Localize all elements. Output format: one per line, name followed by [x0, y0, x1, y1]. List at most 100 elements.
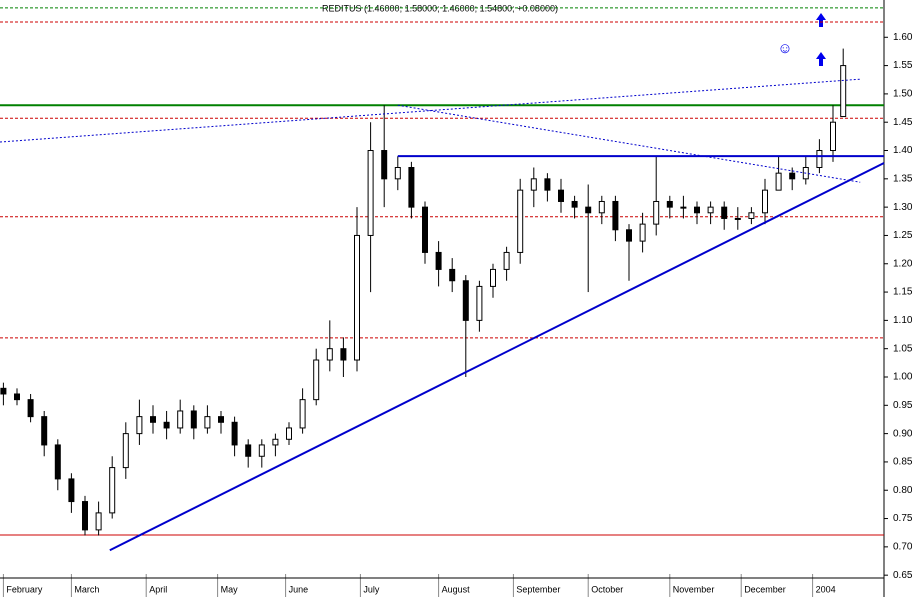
- y-tick-label: 0.85: [893, 457, 913, 468]
- y-tick-label: 1.05: [893, 343, 913, 354]
- candle-body: [530, 178, 537, 191]
- x-tick-label: 2004: [816, 584, 836, 594]
- candle-body: [122, 433, 129, 469]
- candle-body: [136, 416, 143, 435]
- candle-body: [0, 387, 7, 395]
- candle-body: [394, 167, 401, 180]
- candle-body: [367, 150, 374, 236]
- smiley: ☺: [777, 40, 792, 57]
- arrows: [816, 13, 826, 66]
- y-tick-label: 1.50: [893, 89, 913, 100]
- y-tick-label: 0.95: [893, 400, 913, 411]
- candle-body: [68, 478, 75, 503]
- y-tick-label: 1.10: [893, 315, 913, 326]
- candle-body: [150, 416, 156, 423]
- candle-body: [476, 285, 483, 321]
- y-tick-label: 1.25: [893, 230, 913, 241]
- candle-body: [816, 150, 823, 169]
- candle-body: [449, 268, 456, 282]
- candle-body: [571, 200, 578, 208]
- y-tick-label: 1.00: [893, 372, 913, 383]
- candle-body: [109, 467, 116, 514]
- candle-body: [313, 359, 320, 401]
- candle-body: [231, 421, 238, 446]
- x-tick-label: June: [289, 584, 309, 594]
- y-tick-label: 1.20: [893, 258, 913, 269]
- candle-body: [381, 150, 388, 180]
- candle-body: [462, 280, 469, 321]
- candle-body: [286, 427, 292, 440]
- x-tick-label: September: [516, 584, 560, 594]
- candle-body: [653, 200, 660, 225]
- candle-body: [204, 416, 211, 429]
- candle-body: [299, 399, 306, 429]
- candle-body: [27, 399, 34, 418]
- chart-title: REDITUS (1.46000; 1.58000; 1.46000; 1.54…: [322, 3, 558, 13]
- y-tick-label: 1.35: [893, 173, 913, 184]
- candle-body: [95, 512, 102, 531]
- candle-body: [354, 234, 360, 361]
- y-tick-label: 0.90: [893, 428, 913, 439]
- candle-body: [762, 189, 768, 214]
- y-tick-label: 1.60: [893, 32, 913, 43]
- y-tick-label: 1.30: [893, 202, 913, 213]
- candle-body: [177, 410, 184, 429]
- y-tick-label: 0.75: [893, 513, 913, 524]
- candle-body: [517, 189, 524, 253]
- candle-body: [639, 223, 646, 242]
- candle-body: [840, 65, 847, 118]
- candle-body: [694, 206, 700, 214]
- x-tick-label: July: [363, 584, 380, 594]
- trendline: [109, 162, 885, 552]
- y-tick-label: 1.55: [893, 60, 913, 71]
- x-tick-label: March: [74, 584, 99, 594]
- x-tick-label: May: [221, 584, 239, 594]
- candle-body: [775, 172, 782, 191]
- candle-body: [544, 178, 551, 191]
- candle-body: [680, 206, 687, 209]
- x-tick-label: August: [442, 584, 471, 594]
- candle-body: [163, 421, 170, 429]
- candle-body: [598, 200, 605, 214]
- x-tick-label: February: [6, 584, 43, 594]
- candle-body: [258, 444, 265, 457]
- candle-body: [408, 167, 415, 208]
- y-tick-label: 0.70: [893, 541, 913, 552]
- x-tick-label: October: [591, 584, 623, 594]
- candle-body: [82, 501, 88, 531]
- candle-body: [558, 189, 564, 202]
- candle-body: [218, 416, 224, 423]
- candle-body: [422, 206, 428, 253]
- candle-body: [748, 212, 755, 219]
- candle-body: [666, 200, 673, 208]
- candle-body: [626, 229, 632, 242]
- candle-body: [41, 416, 48, 446]
- y-tick-label: 1.45: [893, 117, 913, 128]
- x-tick-label: December: [744, 584, 786, 594]
- candle-body: [707, 206, 714, 214]
- y-tick-label: 0.80: [893, 485, 913, 496]
- candle-body: [272, 438, 279, 446]
- candle-body: [326, 348, 333, 361]
- candle-body: [721, 206, 728, 219]
- candle-body: [54, 444, 61, 480]
- y-tick-label: 1.40: [893, 145, 913, 156]
- x-tick-label: April: [149, 584, 167, 594]
- candle-body: [490, 268, 496, 287]
- candle-body: [503, 251, 510, 270]
- candle-body: [612, 200, 619, 231]
- candle-body: [14, 393, 20, 401]
- candle-body: [245, 444, 252, 457]
- candle-body: [789, 172, 796, 180]
- y-tick-label: 0.65: [893, 570, 913, 581]
- candle-body: [585, 206, 592, 214]
- candle-body: [340, 348, 347, 361]
- candle-body: [190, 410, 197, 429]
- candle-body: [734, 217, 741, 220]
- y-tick-label: 1.15: [893, 287, 913, 298]
- candle-body: [435, 251, 442, 270]
- candle-body: [830, 121, 836, 152]
- x-tick-label: November: [673, 584, 715, 594]
